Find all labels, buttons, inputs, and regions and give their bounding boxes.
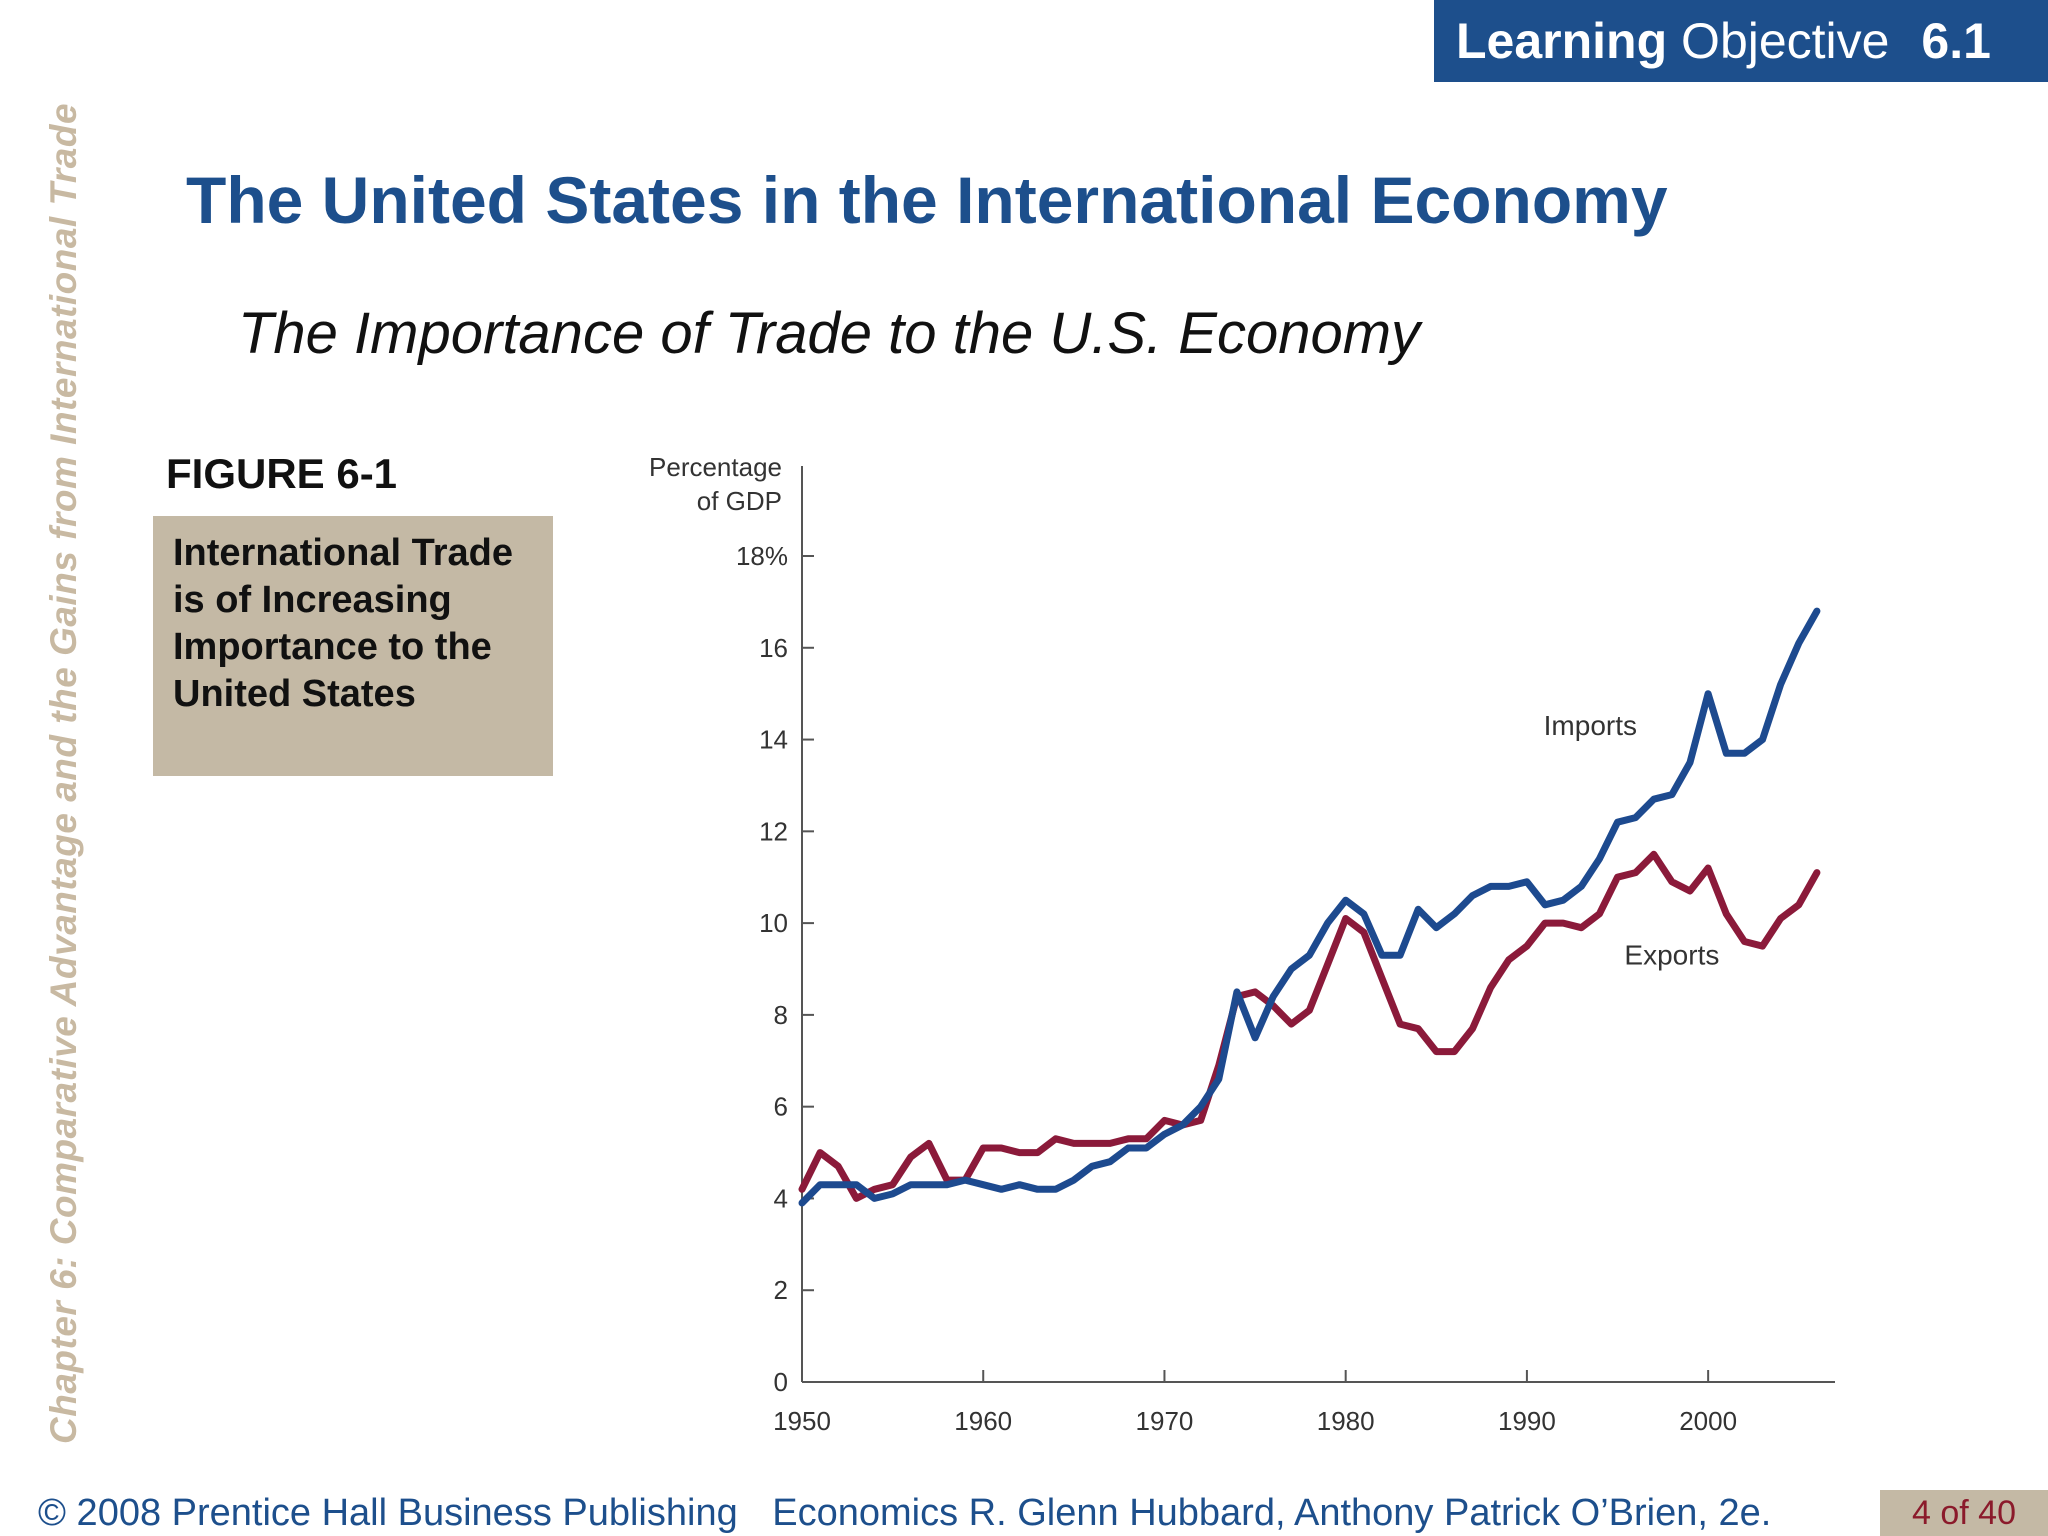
x-tick-label: 2000 [1679, 1406, 1737, 1436]
y-tick-label: 14 [759, 725, 788, 755]
x-tick-label: 1980 [1317, 1406, 1375, 1436]
banner-word2: Objective [1681, 13, 1890, 69]
banner-word1: Learning [1456, 13, 1668, 69]
chapter-title: Chapter 6: Comparative Advantage and the… [43, 102, 84, 1444]
y-tick-label: 4 [774, 1183, 788, 1213]
x-tick-label: 1950 [773, 1406, 831, 1436]
footer-book: Economics R. Glenn Hubbard, Anthony Patr… [772, 1492, 1772, 1534]
footer-copyright: © 2008 Prentice Hall Business Publishing [38, 1492, 738, 1534]
figure-label: FIGURE 6-1 [166, 450, 398, 497]
x-tick-label: 1970 [1136, 1406, 1194, 1436]
slide-subtitle: The Importance of Trade to the U.S. Econ… [238, 301, 1421, 366]
page-number-badge: 4 of 40 [1880, 1490, 2048, 1536]
y-tick-label: 0 [774, 1367, 788, 1397]
y-tick-label: 10 [759, 908, 788, 938]
y-tick-label: 12 [759, 816, 788, 846]
y-tick-label: 8 [774, 1000, 788, 1030]
learning-objective-banner: Learning Objective 6.1 [1434, 0, 2048, 82]
series-label-imports: Imports [1544, 710, 1637, 741]
y-tick-label: 2 [774, 1275, 788, 1305]
y-tick-label: 18% [736, 541, 788, 571]
x-tick-label: 1960 [954, 1406, 1012, 1436]
trade-line-chart: 0 2 4 6 8 10 12 14 16 18% 1950 1960 1970 1980 1990 2000… [649, 452, 1835, 1436]
figure-caption: International Trade is of Increasing Imp… [153, 516, 553, 776]
slide-title: The United States in the International E… [186, 163, 1668, 237]
y-axis-label-line1: Percentage [649, 452, 782, 482]
series-label-exports: Exports [1624, 939, 1719, 970]
footer: © 2008 Prentice Hall Business Publishing… [38, 1490, 1795, 1536]
series-line-exports [798, 850, 1821, 1202]
y-axis-label-line2: of GDP [697, 486, 782, 516]
x-tick-label: 1990 [1498, 1406, 1556, 1436]
y-tick-label: 6 [774, 1092, 788, 1122]
series-line-imports [798, 607, 1821, 1207]
banner-number: 6.1 [1921, 13, 1991, 69]
y-tick-label: 16 [759, 633, 788, 663]
